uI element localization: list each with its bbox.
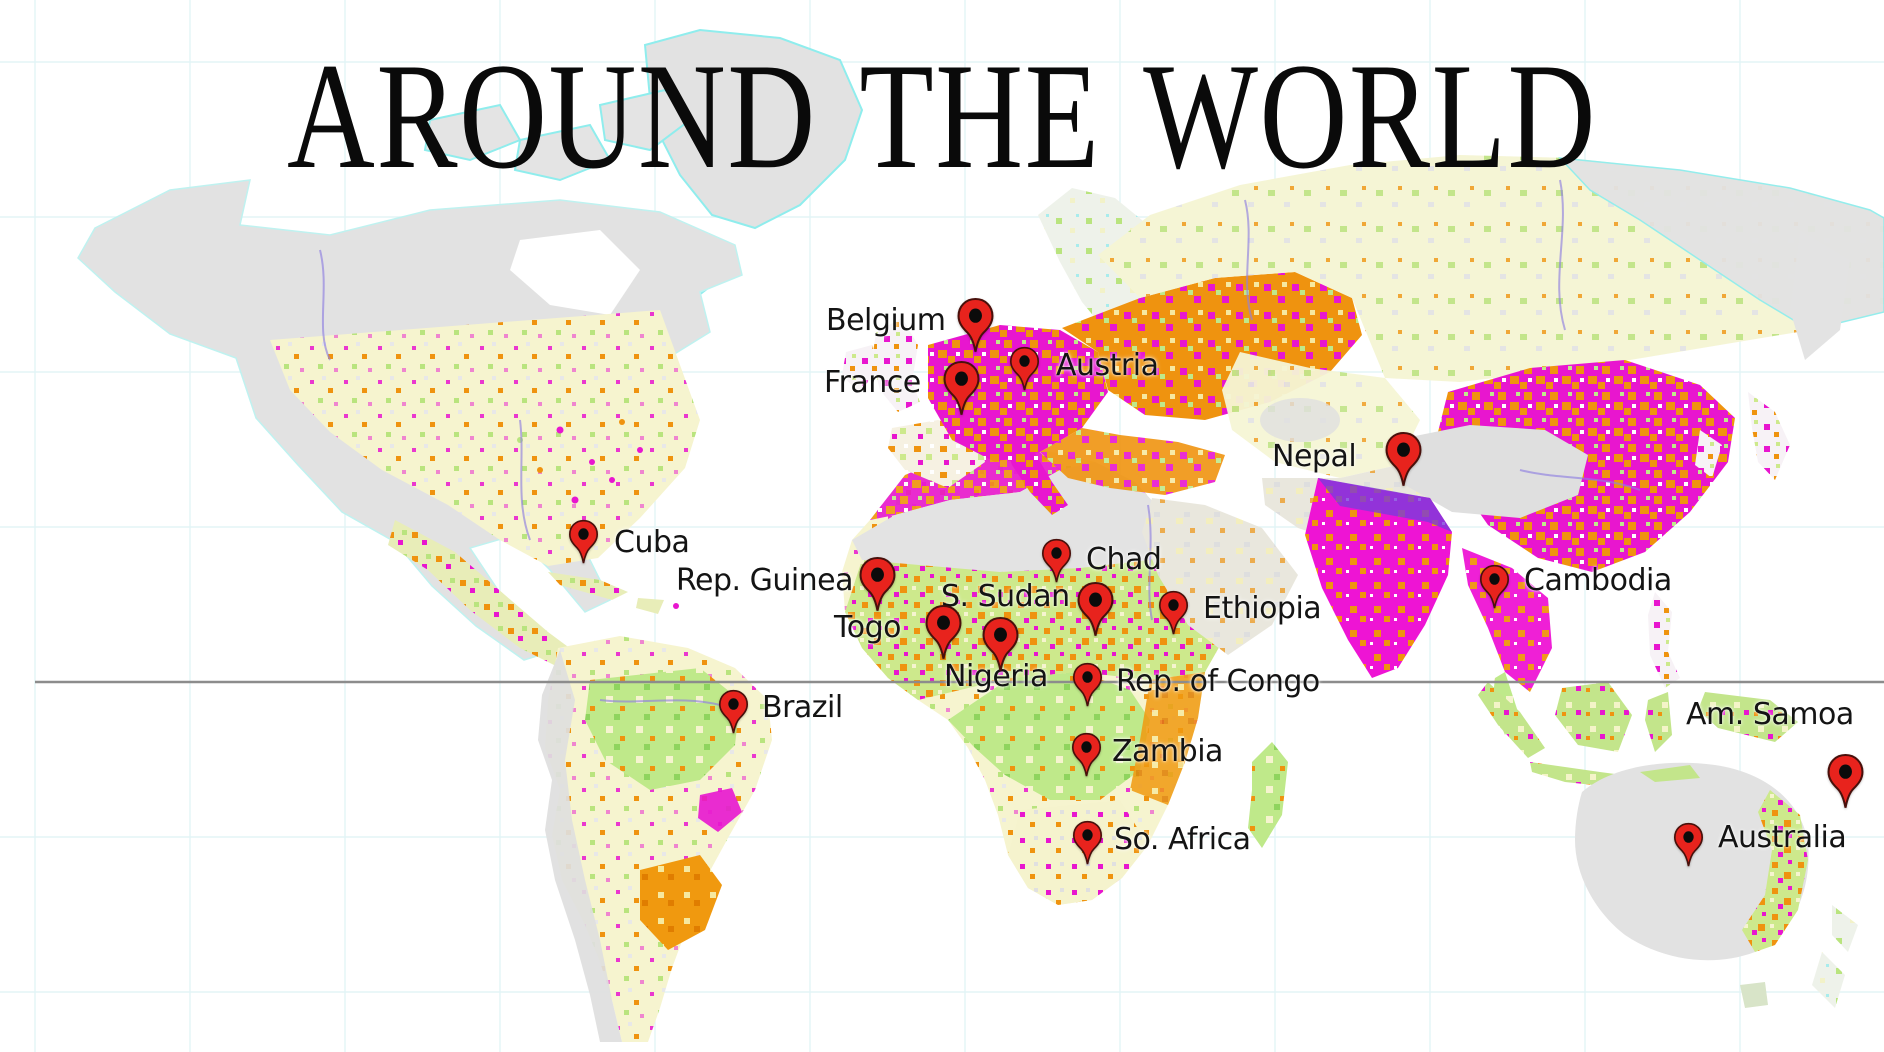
location-pin-icon — [1071, 732, 1101, 777]
pin-label-nigeria: Nigeria — [944, 659, 1048, 694]
location-pin-icon — [957, 298, 993, 353]
pin-label-france: France — [824, 365, 921, 400]
pin-label-austria: Austria — [1056, 348, 1159, 383]
map-pin-ethiopia[interactable] — [1157, 590, 1190, 636]
pin-label-australia: Australia — [1718, 820, 1847, 855]
pin-label-so-africa: So. Africa — [1114, 822, 1251, 857]
location-pin-icon — [1673, 822, 1703, 867]
location-pin-icon — [1827, 754, 1863, 809]
location-pin-icon — [943, 361, 979, 416]
pin-label-rep-guinea: Rep. Guinea — [676, 563, 854, 598]
map-pin-chad[interactable] — [1040, 538, 1073, 584]
map-pin-rep-of-congo[interactable] — [1071, 662, 1104, 708]
location-pin-icon — [1009, 346, 1039, 391]
pin-label-togo: Togo — [834, 610, 901, 645]
map-pin-rep-guinea[interactable] — [857, 556, 898, 613]
map-pin-am-samoa[interactable] — [1825, 753, 1866, 810]
location-pin-icon — [1479, 564, 1509, 609]
pin-label-rep-of-congo: Rep. of Congo — [1116, 664, 1320, 699]
location-pin-icon — [982, 617, 1018, 672]
map-pin-austria[interactable] — [1008, 346, 1041, 392]
location-pin-icon — [1385, 432, 1421, 487]
map-pin-zambia[interactable] — [1070, 732, 1103, 778]
pin-label-am-samoa: Am. Samoa — [1686, 697, 1854, 732]
pin-label-cambodia: Cambodia — [1524, 563, 1672, 598]
location-pin-icon — [859, 557, 895, 612]
map-pin-belgium[interactable] — [955, 297, 996, 354]
map-pin-nigeria[interactable] — [980, 616, 1021, 673]
map-pin-brazil[interactable] — [717, 689, 750, 735]
map-pin-togo[interactable] — [923, 604, 964, 661]
location-pin-icon — [718, 689, 748, 734]
pin-label-ethiopia: Ethiopia — [1203, 591, 1322, 626]
location-pin-icon — [925, 605, 961, 660]
location-pin-icon — [1072, 662, 1102, 707]
location-pin-icon — [1077, 582, 1113, 637]
page-title: AROUND THE WORLD — [287, 32, 1597, 200]
map-pin-so-africa[interactable] — [1071, 820, 1104, 866]
location-pin-icon — [1072, 820, 1102, 865]
pin-label-cuba: Cuba — [614, 525, 690, 560]
location-pin-icon — [1041, 538, 1071, 583]
pin-label-belgium: Belgium — [826, 303, 946, 338]
pin-label-nepal: Nepal — [1272, 439, 1357, 474]
map-pin-cuba[interactable] — [567, 519, 600, 565]
pin-label-brazil: Brazil — [762, 690, 843, 725]
pin-label-chad: Chad — [1086, 542, 1162, 577]
location-pin-icon — [568, 519, 598, 564]
pin-label-zambia: Zambia — [1112, 734, 1223, 769]
pin-label-s-sudan: S. Sudan — [941, 579, 1070, 614]
map-pin-cambodia[interactable] — [1478, 564, 1511, 610]
map-pin-australia[interactable] — [1672, 822, 1705, 868]
map-pin-s-sudan[interactable] — [1075, 581, 1116, 638]
location-pin-icon — [1158, 590, 1188, 635]
map-pin-nepal[interactable] — [1383, 431, 1424, 488]
map-pin-france[interactable] — [941, 360, 982, 417]
